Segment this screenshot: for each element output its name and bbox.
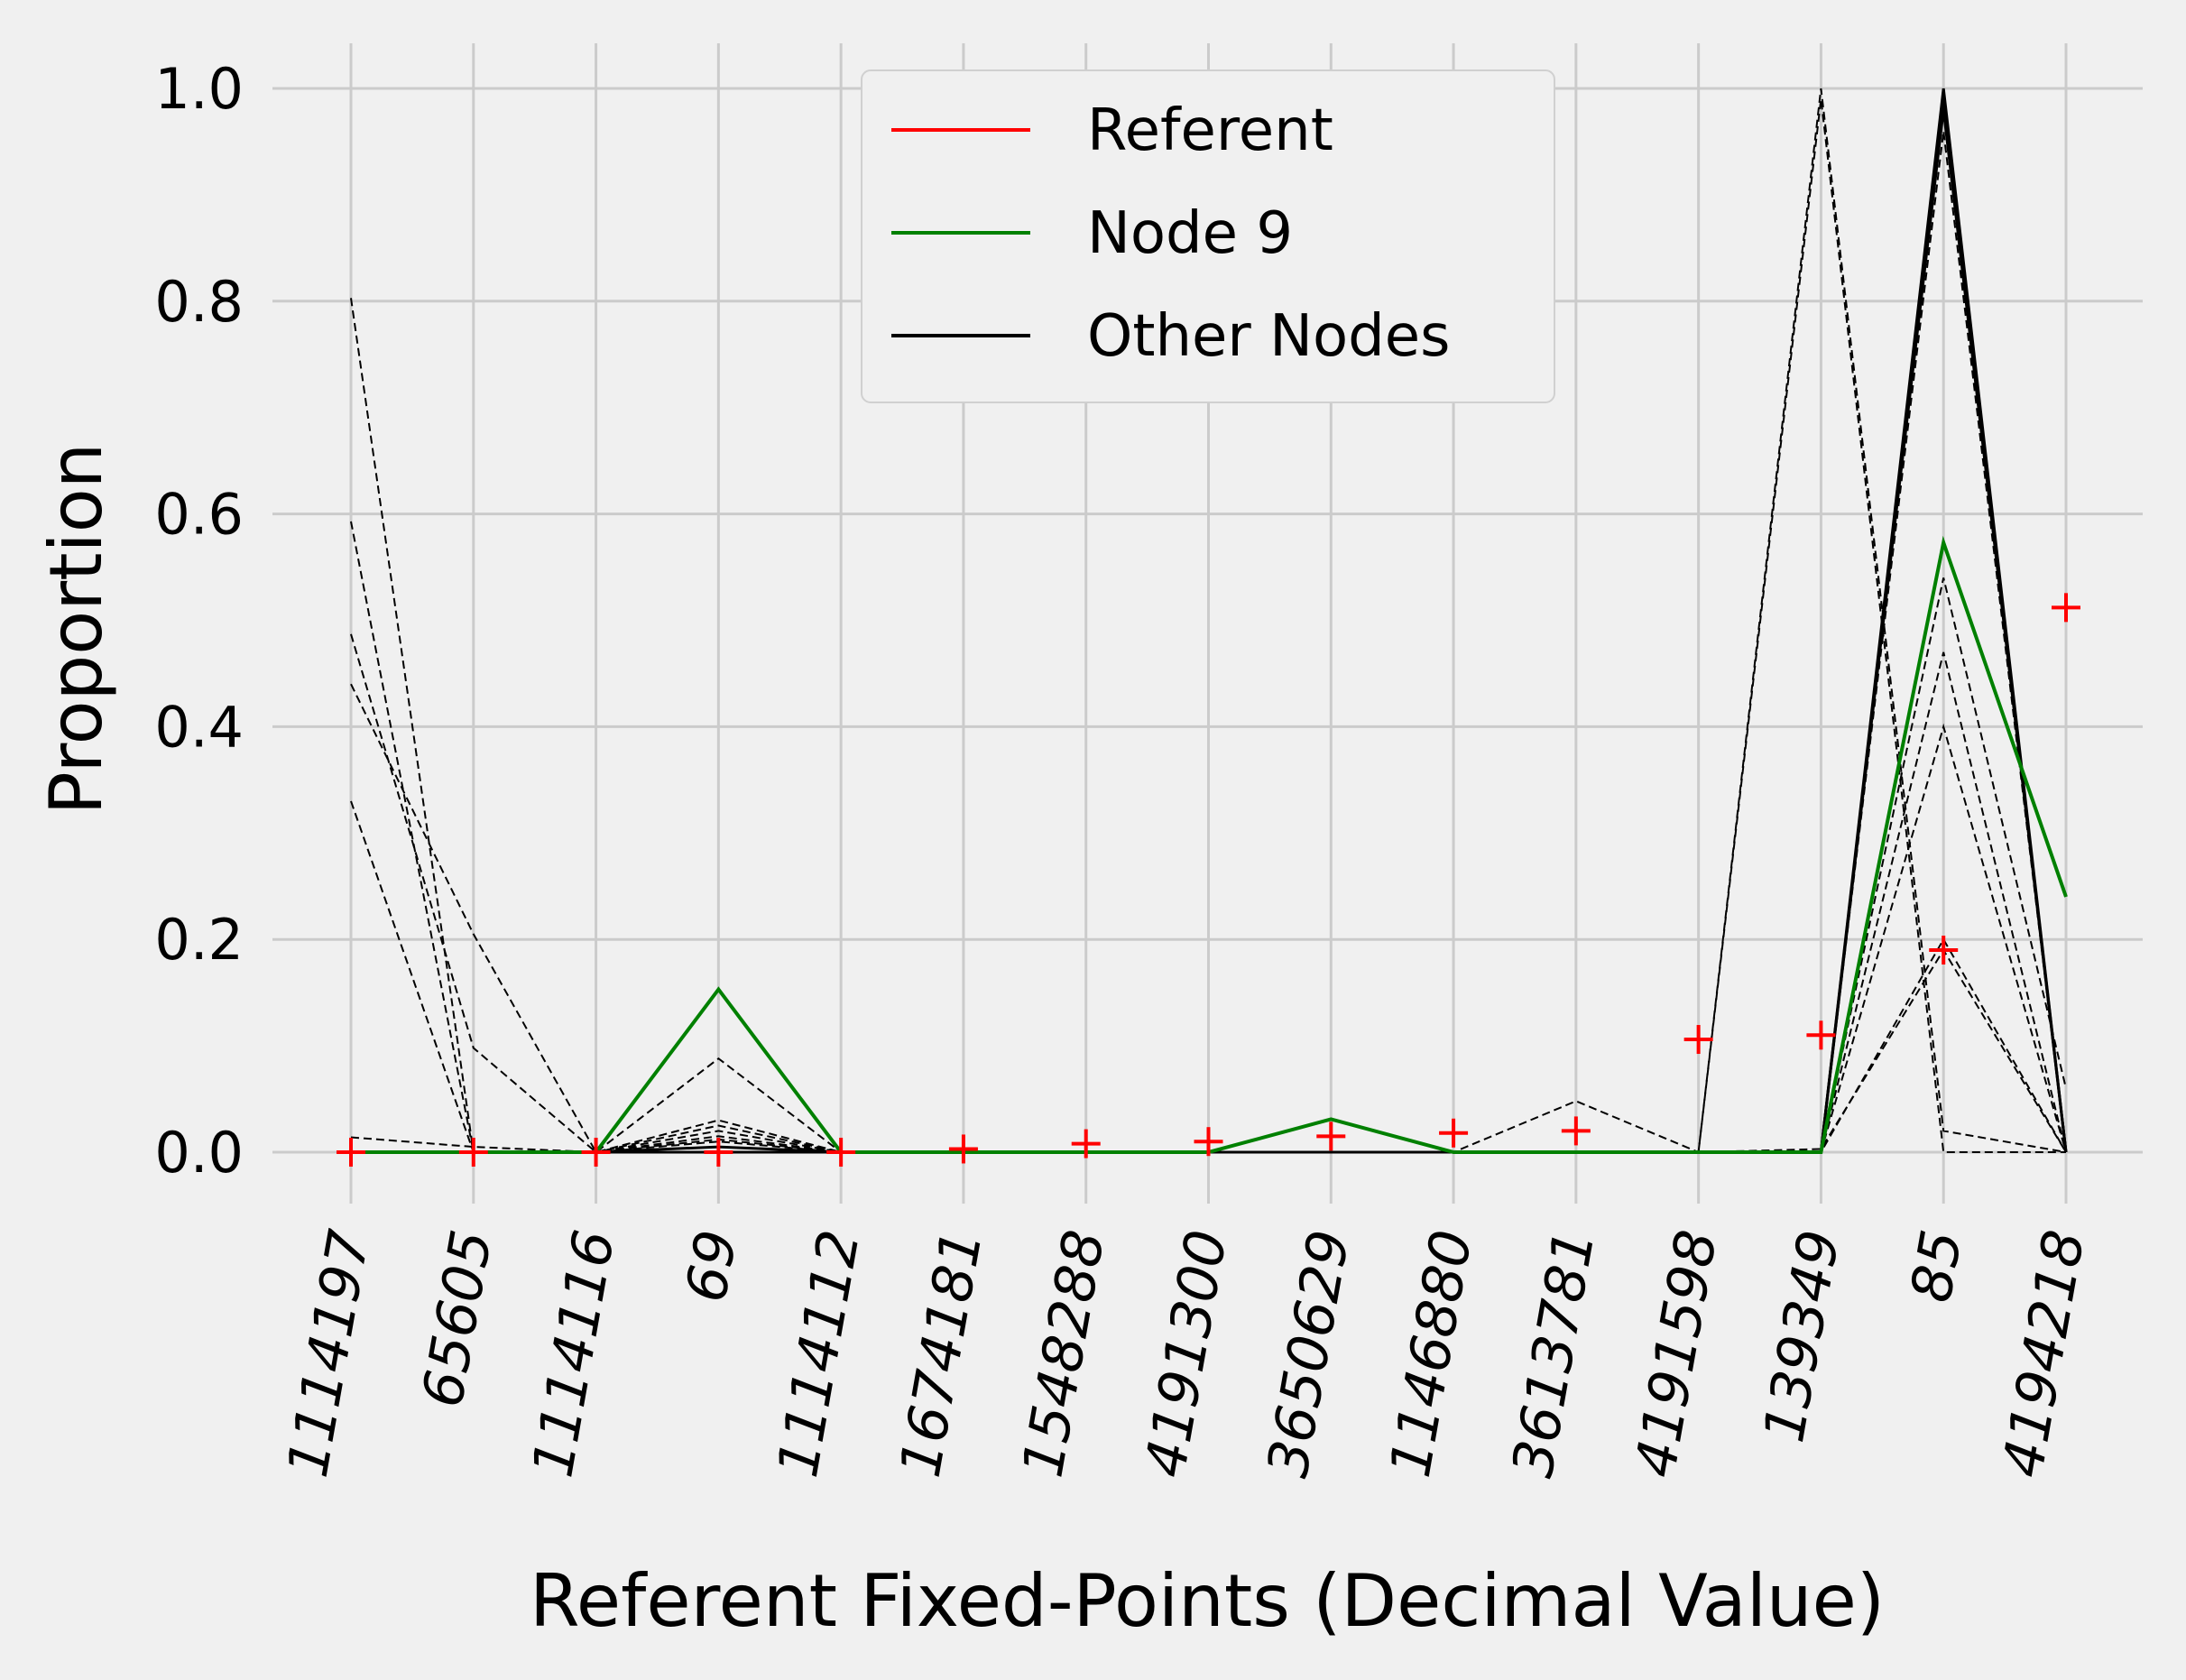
referent-marker [1929, 935, 1959, 965]
referent-marker [704, 1138, 733, 1167]
referent-marker [1683, 1025, 1713, 1055]
referent-marker [581, 1138, 611, 1167]
legend-label: Referent [1087, 97, 1333, 164]
legend-label: Other Nodes [1087, 303, 1450, 370]
x-tick-label: 1146880 [1377, 1225, 1485, 1482]
x-tick-label: 85 [1897, 1225, 1975, 1306]
x-axis-label: Referent Fixed-Points (Decimal Value) [530, 1559, 1885, 1643]
x-tick-label: 1548288 [1010, 1225, 1118, 1482]
y-tick-label: 0.4 [154, 694, 244, 760]
referent-marker [1439, 1118, 1469, 1148]
x-tick-label: 4191598 [1622, 1225, 1730, 1482]
x-tick-label: 1114116 [520, 1225, 628, 1482]
x-tick-label: 65605 [409, 1225, 504, 1412]
referent-marker [337, 1138, 365, 1167]
referent-marker [458, 1138, 488, 1167]
referent-marker [826, 1138, 856, 1167]
x-tick-label: 1114197 [274, 1225, 383, 1482]
referent-marker [948, 1134, 978, 1164]
x-tick-label: 4194218 [1989, 1225, 2098, 1482]
y-tick-label: 0.6 [154, 482, 244, 548]
y-tick-label: 0.2 [154, 907, 244, 973]
x-tick-label: 3650629 [1254, 1225, 1362, 1482]
referent-marker [1071, 1129, 1101, 1158]
referent-marker [1561, 1116, 1591, 1146]
legend: Referent Node 9 Other Nodes [861, 69, 1555, 403]
referent-marker [1194, 1127, 1223, 1157]
x-tick-label: 1114112 [764, 1225, 872, 1482]
legend-box [861, 69, 1555, 403]
referent-marker [1806, 1020, 1836, 1050]
x-tick-label: 3613781 [1499, 1225, 1608, 1482]
other-node-line [350, 683, 2067, 1154]
y-tick-label: 0.8 [154, 269, 244, 335]
referent-markers [337, 593, 2080, 1167]
legend-label: Node 9 [1087, 200, 1293, 267]
x-tick-label: 69 [673, 1225, 751, 1306]
x-tick-label: 139349 [1750, 1225, 1852, 1447]
y-tick-label: 1.0 [154, 56, 244, 122]
x-tick-labels: 1114197 65605 1114116 69 1114112 1674181 15482… [274, 1225, 2098, 1482]
y-tick-labels: 0.0 0.2 0.4 0.6 0.8 1.0 [154, 56, 244, 1186]
y-tick-label: 0.0 [154, 1120, 244, 1186]
x-tick-label: 4191300 [1131, 1225, 1240, 1482]
x-tick-label: 1674181 [887, 1225, 995, 1482]
referent-marker [1316, 1122, 1346, 1151]
referent-marker [2052, 593, 2080, 623]
y-axis-label: Proportion [34, 443, 118, 816]
